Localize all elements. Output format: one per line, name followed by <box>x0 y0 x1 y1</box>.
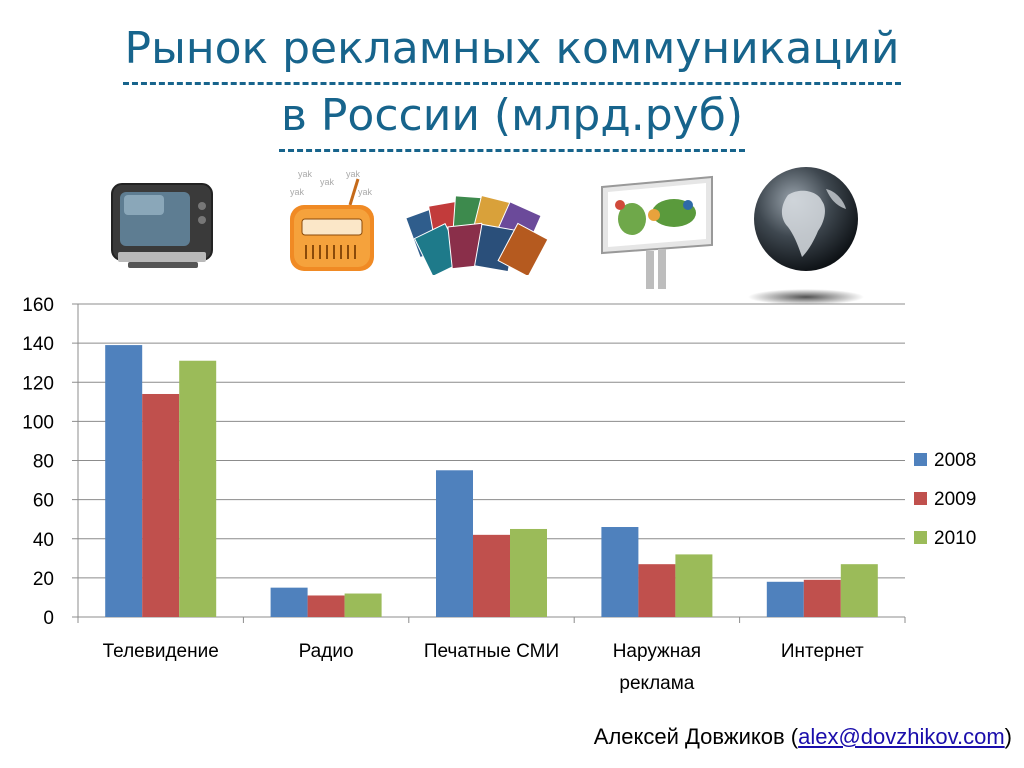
title-line-1: Рынок рекламных коммуникаций <box>122 18 902 85</box>
media-icons-row: yak yak yak yak yak <box>0 165 1024 305</box>
legend-swatch <box>914 453 927 466</box>
legend-label: 2008 <box>934 450 976 471</box>
legend-label: 2010 <box>934 528 976 549</box>
radio-icon: yak yak yak yak yak <box>290 169 374 271</box>
globe-icon <box>748 167 864 305</box>
bar <box>638 564 676 617</box>
magazines-icon <box>405 194 549 275</box>
legend-label: 2009 <box>934 489 976 510</box>
bar <box>803 579 841 617</box>
y-tick-label: 20 <box>33 569 54 590</box>
y-tick-label: 80 <box>33 452 54 473</box>
x-tick-label: Интернет <box>781 641 864 662</box>
y-tick-label: 60 <box>33 491 54 512</box>
bar <box>473 534 510 617</box>
author-suffix: ) <box>1004 724 1012 749</box>
bar <box>510 528 547 617</box>
author-name: Алексей Довжиков ( <box>593 724 799 749</box>
legend-swatch <box>914 492 927 505</box>
bar <box>105 345 143 617</box>
x-tick-label: Наружная <box>613 641 701 662</box>
bar <box>601 527 639 617</box>
y-tick-label: 120 <box>22 373 54 394</box>
y-tick-label: 160 <box>22 295 54 316</box>
bar <box>179 360 217 617</box>
y-tick-label: 140 <box>22 334 54 355</box>
title-line-2: в России (млрд.руб) <box>278 85 746 152</box>
bar <box>270 587 308 617</box>
svg-text:yak: yak <box>290 187 305 197</box>
bar <box>675 554 713 617</box>
svg-text:yak: yak <box>358 187 373 197</box>
author-credit: Алексей Довжиков (alex@dovzhikov.com) <box>594 724 1012 750</box>
svg-text:yak: yak <box>346 169 361 179</box>
svg-text:yak: yak <box>320 177 335 187</box>
tv-icon <box>111 183 213 268</box>
x-tick-label: Телевидение <box>103 641 219 662</box>
y-tick-label: 0 <box>43 608 54 629</box>
svg-text:yak: yak <box>298 169 313 179</box>
author-email-link[interactable]: alex@dovzhikov.com <box>798 724 1005 749</box>
legend-swatch <box>914 531 927 544</box>
bar <box>436 470 473 617</box>
bar <box>766 581 804 617</box>
chart: 0 20 40 60 80 100 120 140 160 Телевидение Радио Печ… <box>22 295 976 694</box>
y-tick-label: 100 <box>22 412 54 433</box>
bar <box>344 593 382 617</box>
bar <box>307 595 345 617</box>
y-tick-label: 40 <box>33 530 54 551</box>
billboard-icon <box>601 175 713 289</box>
x-tick-label: Печатные СМИ <box>424 641 559 662</box>
page-title: Рынок рекламных коммуникаций в России (м… <box>0 18 1024 152</box>
bar <box>840 564 878 617</box>
x-tick-label: реклама <box>619 673 694 694</box>
bar <box>142 393 180 617</box>
x-tick-label: Радио <box>299 641 354 662</box>
